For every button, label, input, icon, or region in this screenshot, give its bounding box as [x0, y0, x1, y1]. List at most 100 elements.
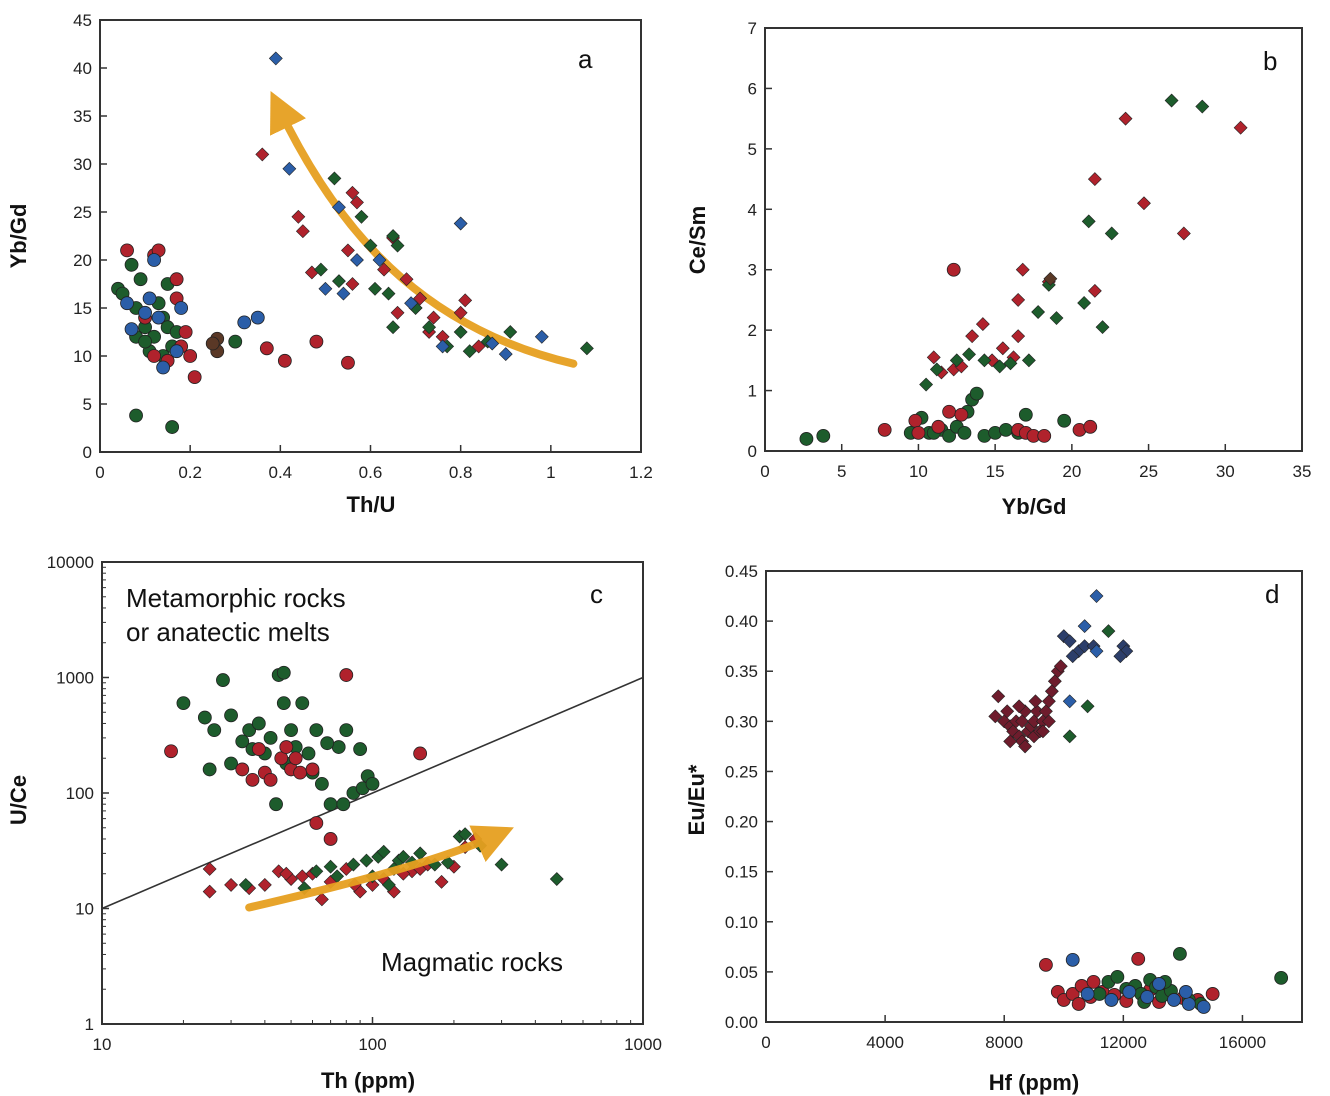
panel-b-point-circle [998, 422, 1013, 437]
panel-c-point-diamond [359, 853, 374, 868]
panel-c-point-diamond [309, 864, 324, 879]
panel-d-point-circle [1065, 952, 1080, 967]
panel-c-divider-line [101, 676, 644, 910]
panel-d-point-diamond [1003, 734, 1018, 749]
panel-d-point-diamond [1119, 644, 1134, 659]
panel-c-point-diamond [279, 866, 294, 881]
panel-a-point-circle [165, 420, 180, 434]
panel-d-y-tick-label: 0.45 [725, 562, 758, 581]
panel-a-point-diamond [291, 209, 306, 224]
panel-b-point-circle [908, 413, 923, 428]
panel-b-point-circle [877, 422, 892, 437]
panel-b-point-diamond [992, 359, 1007, 374]
panel-c-point-circle [339, 668, 354, 682]
panel-a-point-diamond [332, 200, 346, 215]
panel-d-point-diamond [1089, 589, 1104, 603]
panel-a-y-tick-label: 45 [73, 11, 92, 30]
panel-c-annotation-magmatic: Magmatic rocks [381, 947, 563, 977]
panel-d-point-circle [1205, 987, 1220, 1001]
panel-a-point-diamond [255, 147, 270, 162]
panel-b-letter: b [1263, 46, 1277, 76]
panel-c-letter: c [590, 579, 603, 609]
panel-d-point-circle [1080, 987, 1095, 1001]
panel-b-point-circle [799, 432, 814, 446]
panel-a-point-diamond [579, 341, 594, 356]
panel-d-marks [988, 589, 1289, 1014]
panel-a-point-circle [169, 272, 184, 287]
panel-b-point-diamond [1176, 226, 1191, 241]
panel-d-y-tick-label: 0.05 [725, 963, 758, 982]
panel-b-point-circle [969, 386, 984, 401]
panel-d-y-tick-label: 0.25 [725, 762, 758, 781]
panel-a-letter: a [578, 44, 593, 74]
panel-a-point-diamond [377, 262, 391, 277]
panel-a-y-tick-label: 25 [73, 203, 92, 222]
panel-a-point-diamond [458, 293, 473, 308]
panel-b-point-diamond [1031, 305, 1046, 319]
panel-d-point-diamond [1041, 714, 1056, 729]
panel-b-x-axis-label: Yb/Gd [1002, 494, 1067, 519]
panel-d-point-circle [1131, 951, 1146, 966]
panel-b-point-circle [1018, 407, 1033, 422]
panel-a-point-circle [124, 322, 139, 337]
panel-b-x-tick-label: 25 [1139, 462, 1158, 481]
panel-a-point-diamond [341, 243, 355, 258]
panel-a-point-circle [151, 310, 166, 325]
panel-b-point-diamond [1164, 93, 1179, 108]
panel-a-point-diamond [413, 291, 428, 306]
panel-a-point-diamond [350, 195, 364, 210]
panel-a-y-tick-label: 0 [83, 443, 92, 462]
panel-c-y-tick-label: 10 [75, 900, 94, 919]
panel-b-y-tick-label: 1 [748, 382, 757, 401]
panel-d-x-tick-label: 4000 [866, 1033, 904, 1052]
panel-b-point-circle [957, 425, 972, 440]
panel-a-point-circle [183, 349, 198, 363]
panel-b-point-diamond [1087, 172, 1102, 186]
panel-a-x-tick-label: 0.2 [178, 463, 202, 482]
panel-b-point-diamond [1015, 262, 1030, 277]
panel-d-point-diamond [1065, 649, 1080, 664]
panel-a-point-diamond [372, 253, 387, 267]
panel-b-point-diamond [965, 329, 980, 344]
panel-a-x-tick-label: 0.8 [449, 463, 473, 482]
panel-b-point-circle [954, 407, 969, 422]
panel-b-point-diamond [1043, 271, 1058, 286]
panel-b-point-diamond [995, 341, 1010, 356]
panel-c-point-diamond [202, 884, 217, 899]
panel-b-x-tick-label: 15 [986, 462, 1005, 481]
panel-a-point-diamond [471, 339, 486, 354]
panel-c-point-circle [216, 673, 230, 687]
panel-d-point-diamond [1047, 674, 1062, 689]
panel-d-point-diamond [1000, 704, 1015, 719]
panel-a-point-diamond [345, 277, 360, 291]
panel-c-point-diamond [434, 874, 449, 889]
panel-d-x-tick-label: 8000 [985, 1033, 1023, 1052]
panel-b-point-diamond [1081, 214, 1096, 229]
panel-a-y-tick-label: 5 [83, 395, 92, 414]
panel-a-point-diamond [462, 344, 477, 359]
panel-b-point-circle [1083, 419, 1098, 434]
panel-d-point-diamond [1089, 644, 1104, 659]
panel-c-point-circle [353, 742, 368, 756]
panel-c-point-circle [235, 762, 250, 777]
panel-d-point-circle [1071, 997, 1086, 1011]
panel-a-point-circle [120, 296, 134, 311]
panel-c-annotation-metamorphic: Metamorphic rocks [126, 583, 346, 613]
panel-a-point-circle [129, 408, 143, 423]
panel-b-point-diamond [962, 347, 976, 362]
panel-c-point-circle [164, 744, 178, 759]
panel-b-y-tick-label: 3 [748, 261, 757, 280]
panel-b-y-tick-label: 5 [748, 140, 757, 159]
panel-c-point-circle [202, 762, 217, 777]
panel-a-frame [99, 19, 642, 453]
panel-a-point-diamond [345, 185, 360, 200]
panel-a-point-circle [147, 349, 162, 363]
panel-c-point-circle [269, 797, 283, 812]
panel-c-point-circle [339, 723, 354, 738]
panel-c-point-circle [263, 772, 278, 787]
panel-a-point-circle [341, 355, 355, 370]
panel-b-point-diamond [919, 377, 934, 392]
panel-a-x-tick-label: 0.6 [359, 463, 383, 482]
panel-a-ticks: 0 0.2 0.4 0.6 0.8 1 1.2 0 5 10 15 20 25 30 35 40 45 [73, 11, 653, 482]
panel-c-point-circle [365, 776, 380, 791]
